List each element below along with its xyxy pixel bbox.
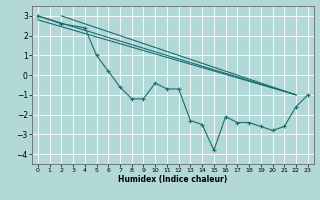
X-axis label: Humidex (Indice chaleur): Humidex (Indice chaleur) [118, 175, 228, 184]
